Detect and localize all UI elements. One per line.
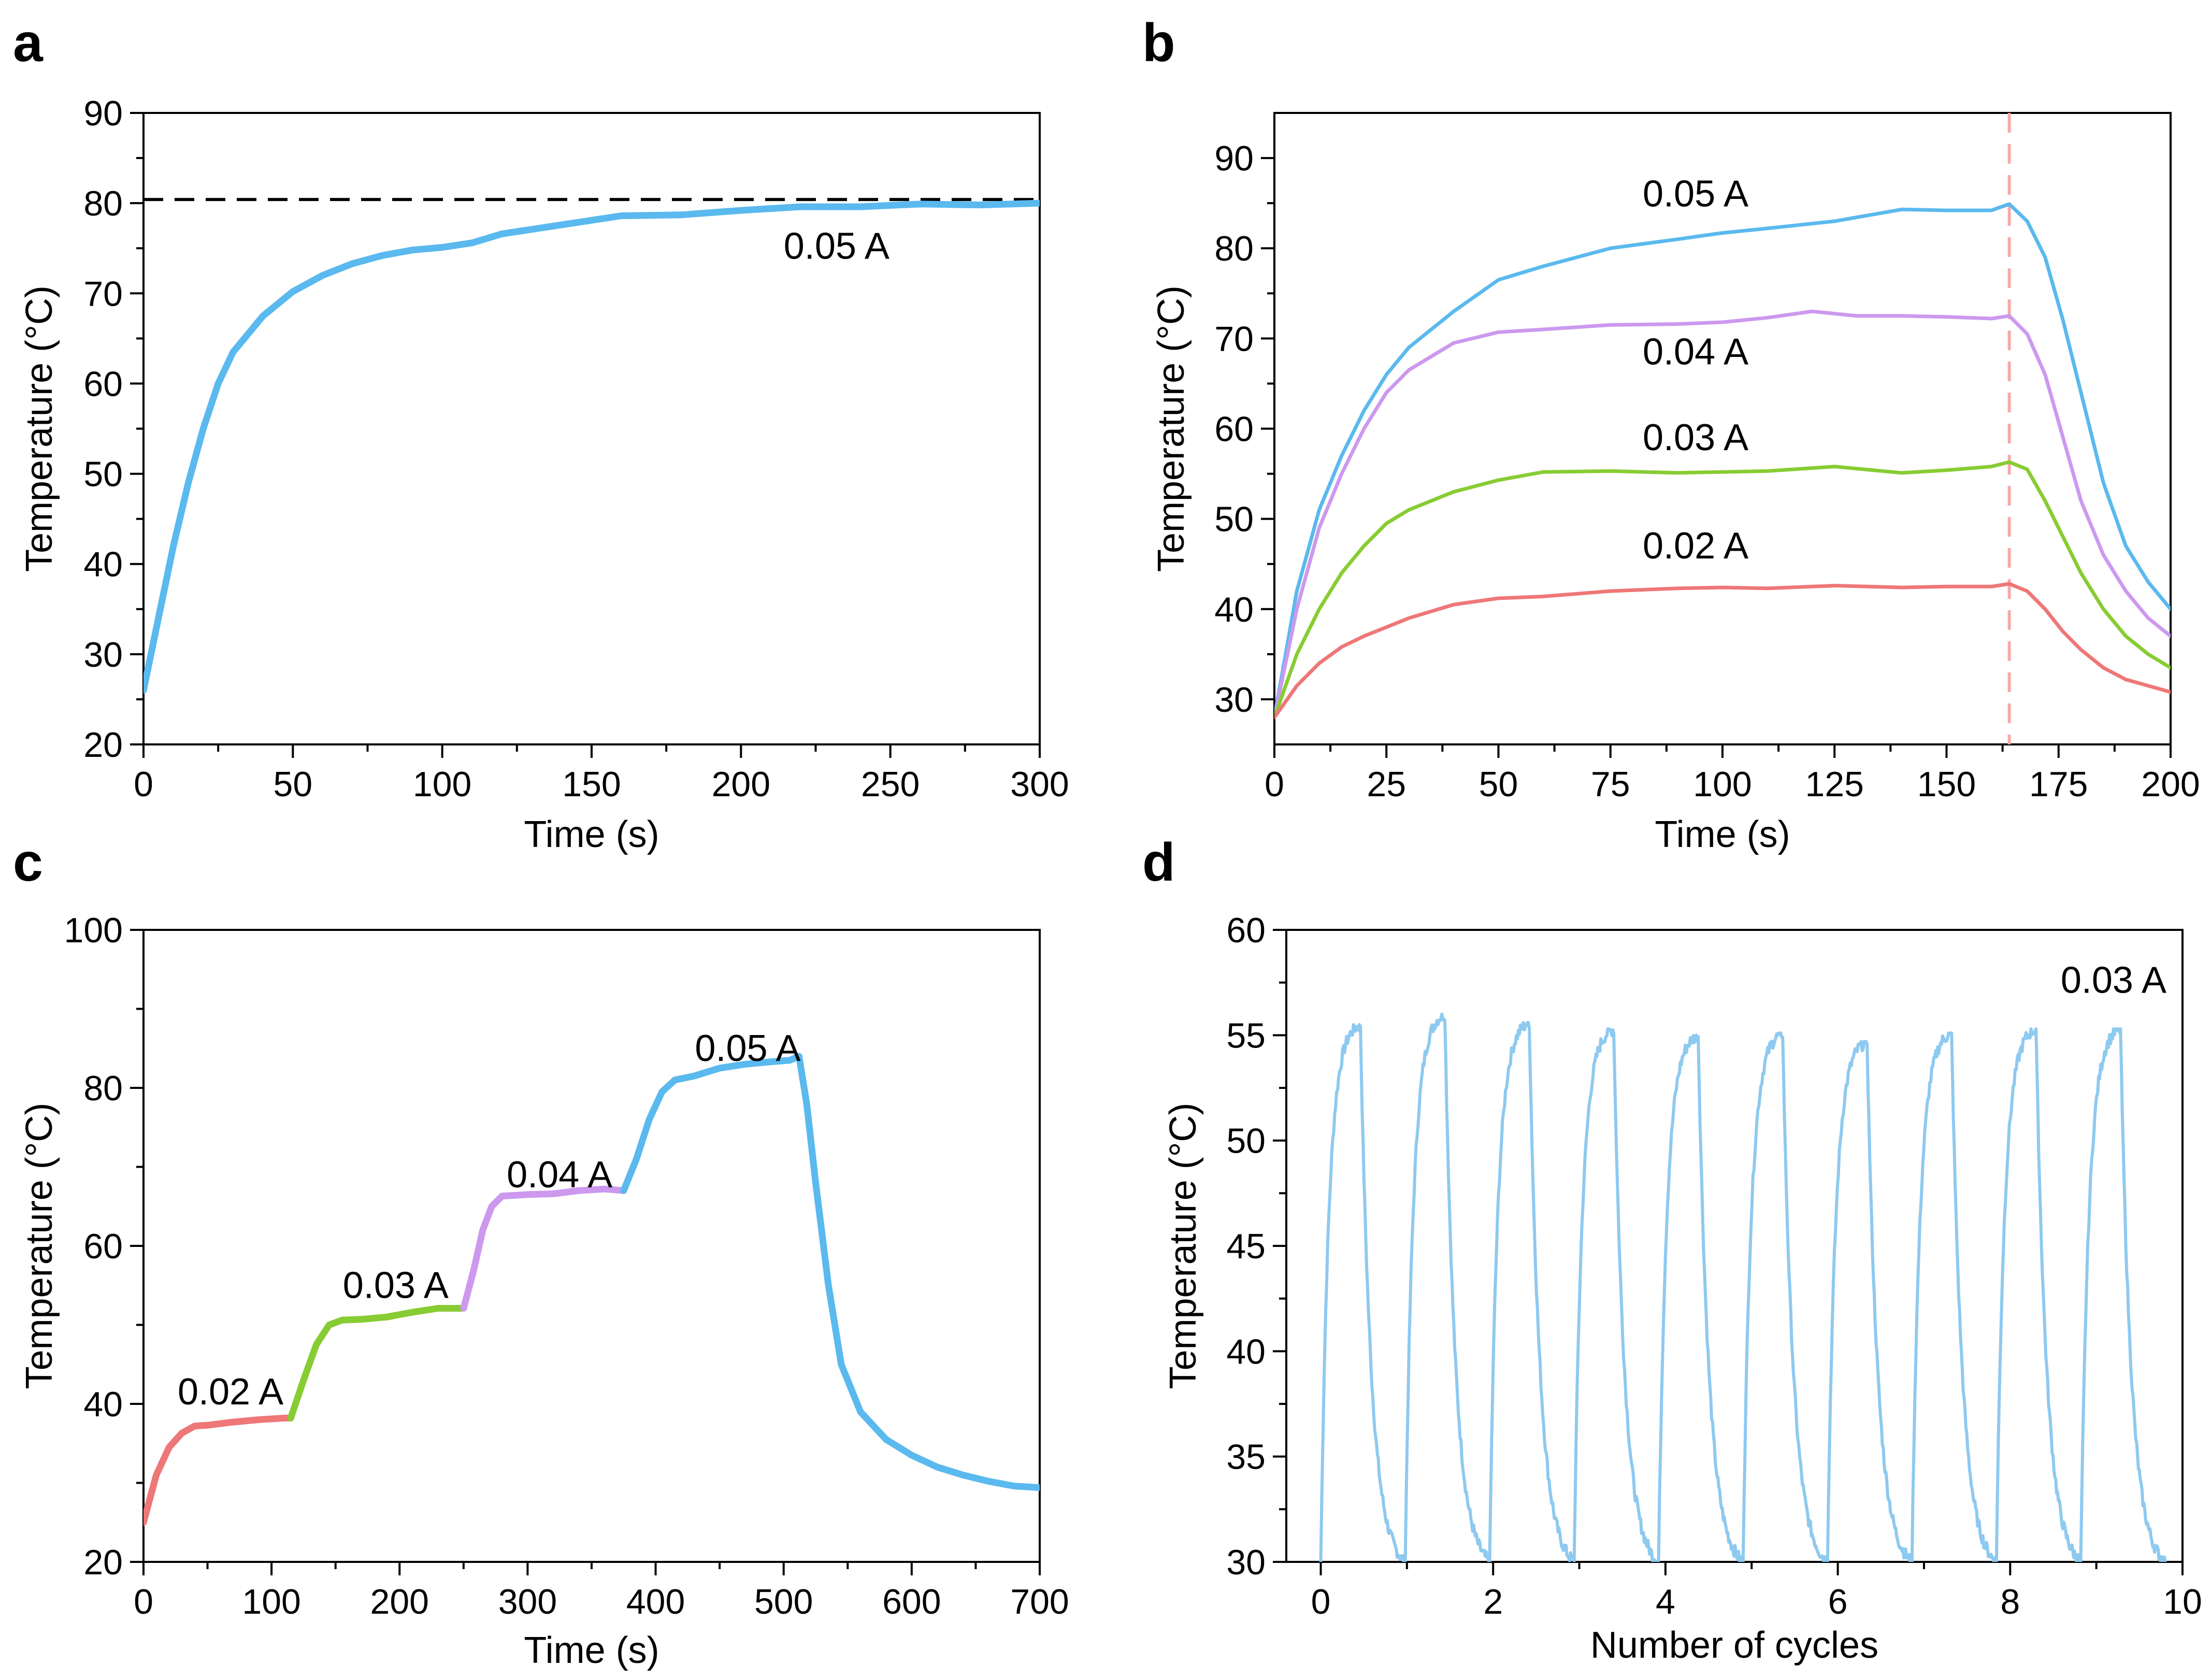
y-tick-label: 90 bbox=[1214, 139, 1254, 178]
y-tick-label: 30 bbox=[1214, 680, 1254, 720]
x-tick-label: 200 bbox=[2141, 765, 2200, 804]
y-tick-label: 40 bbox=[1226, 1332, 1266, 1371]
annotation-label: 0.02 A bbox=[1643, 525, 1748, 567]
y-tick-label: 50 bbox=[1226, 1122, 1266, 1161]
x-tick-label: 150 bbox=[1917, 765, 1976, 804]
x-tick-label: 25 bbox=[1367, 765, 1406, 804]
x-tick-label: 250 bbox=[861, 765, 920, 804]
y-tick-label: 50 bbox=[1214, 500, 1254, 539]
x-tick-label: 0 bbox=[1265, 765, 1284, 804]
series-line-0-02-A bbox=[1274, 582, 2171, 720]
annotation-label: 0.05 A bbox=[1643, 174, 1748, 215]
y-axis-label: Temperature (°C) bbox=[19, 285, 60, 572]
series-line-0-05-A bbox=[143, 199, 1040, 694]
y-tick-label: 20 bbox=[83, 725, 123, 765]
annotation-label: 0.05 A bbox=[695, 1028, 800, 1069]
y-tick-label: 20 bbox=[83, 1543, 123, 1582]
y-tick-label: 40 bbox=[1214, 590, 1254, 629]
y-tick-label: 45 bbox=[1226, 1227, 1266, 1266]
y-tick-label: 30 bbox=[1226, 1543, 1266, 1582]
panel-letter-a: a bbox=[13, 13, 44, 73]
chart-panel-a: 0 50 100 150 200 250 300 20 30 40 50 60 70 80 90 Time (… bbox=[19, 94, 1069, 855]
y-tick-label: 80 bbox=[83, 184, 123, 223]
annotation-label: 0.03 A bbox=[1643, 417, 1748, 458]
x-tick-label: 75 bbox=[1591, 765, 1630, 804]
y-tick-label: 30 bbox=[83, 635, 123, 674]
y-tick-label: 70 bbox=[1214, 319, 1254, 358]
plot-frame bbox=[1285, 929, 2184, 1563]
y-tick-label: 40 bbox=[83, 545, 123, 584]
chart-panel-d: 0 2 4 6 8 10 30 35 40 45 50 55 60 Number of cycles Tem… bbox=[1162, 911, 2202, 1666]
series-line-0-05-A bbox=[620, 1053, 1040, 1491]
series-line-0-03-A bbox=[1274, 460, 2171, 720]
y-tick-label: 90 bbox=[83, 94, 123, 133]
series-line-0-04-A bbox=[1274, 309, 2171, 720]
y-tick-label: 60 bbox=[1226, 911, 1266, 950]
x-tick-label: 500 bbox=[754, 1582, 813, 1621]
x-tick-label: 700 bbox=[1010, 1582, 1069, 1621]
y-tick-label: 60 bbox=[83, 364, 123, 404]
chart-panel-c: 0 100 200 300 400 500 600 700 20 40 60 80 100 Time (s… bbox=[19, 911, 1069, 1671]
x-tick-label: 50 bbox=[274, 765, 313, 804]
annotation-label: 0.04 A bbox=[507, 1154, 612, 1196]
series-line-0-03-A bbox=[287, 1305, 467, 1421]
y-tick-label: 35 bbox=[1226, 1438, 1266, 1477]
x-tick-label: 2 bbox=[1483, 1582, 1503, 1621]
x-axis-label: Time (s) bbox=[524, 814, 659, 855]
x-tick-label: 50 bbox=[1479, 765, 1518, 804]
x-tick-label: 100 bbox=[1693, 765, 1751, 804]
y-axis-label: Temperature (°C) bbox=[1151, 285, 1192, 572]
chart-panel-b: 0 25 50 75 100 125 150 175 200 30 40 50 60 70 80 90 Time… bbox=[1151, 112, 2200, 855]
plot-frame bbox=[142, 929, 1041, 1563]
x-tick-label: 6 bbox=[1828, 1582, 1848, 1621]
y-tick-label: 40 bbox=[83, 1385, 123, 1424]
y-tick-label: 50 bbox=[83, 455, 123, 494]
series-line-0-05-A bbox=[1274, 202, 2171, 720]
panel-letter-d: d bbox=[1142, 832, 1175, 893]
y-tick-label: 60 bbox=[83, 1227, 123, 1266]
x-tick-label: 0 bbox=[134, 765, 153, 804]
panel-letter-b: b bbox=[1142, 13, 1175, 73]
x-tick-label: 4 bbox=[1656, 1582, 1675, 1621]
x-tick-label: 8 bbox=[2000, 1582, 2020, 1621]
y-tick-label: 60 bbox=[1214, 410, 1254, 449]
x-axis-label: Number of cycles bbox=[1590, 1625, 1878, 1666]
y-tick-label: 80 bbox=[83, 1069, 123, 1108]
y-tick-label: 80 bbox=[1214, 229, 1254, 268]
x-tick-label: 0 bbox=[134, 1582, 153, 1621]
annotation-label: 0.04 A bbox=[1643, 331, 1748, 372]
y-tick-label: 70 bbox=[83, 274, 123, 313]
x-tick-label: 300 bbox=[1010, 765, 1069, 804]
series-line-0-04-A bbox=[460, 1185, 627, 1312]
x-axis-label: Time (s) bbox=[1655, 814, 1790, 855]
x-tick-label: 600 bbox=[882, 1582, 941, 1621]
x-tick-label: 100 bbox=[413, 765, 471, 804]
x-tick-label: 200 bbox=[712, 765, 770, 804]
x-tick-label: 0 bbox=[1311, 1582, 1331, 1621]
annotation-label: 0.02 A bbox=[178, 1371, 283, 1413]
x-tick-label: 100 bbox=[242, 1582, 300, 1621]
x-tick-label: 200 bbox=[370, 1582, 429, 1621]
series-line-0-03-A bbox=[1319, 1012, 2167, 1562]
x-tick-label: 10 bbox=[2163, 1582, 2202, 1621]
panel-letter-c: c bbox=[13, 832, 43, 893]
x-tick-label: 125 bbox=[1805, 765, 1864, 804]
x-tick-label: 300 bbox=[498, 1582, 557, 1621]
y-axis-label: Temperature (°C) bbox=[19, 1103, 60, 1389]
annotation-label: 0.03 A bbox=[343, 1265, 449, 1306]
x-tick-label: 175 bbox=[2029, 765, 2088, 804]
x-tick-label: 400 bbox=[626, 1582, 685, 1621]
y-axis-label: Temperature (°C) bbox=[1162, 1103, 1204, 1389]
x-axis-label: Time (s) bbox=[524, 1630, 659, 1671]
series-line-0-02-A bbox=[143, 1414, 294, 1526]
x-tick-label: 150 bbox=[562, 765, 621, 804]
y-tick-label: 100 bbox=[64, 911, 123, 950]
annotation-label: 0.05 A bbox=[784, 226, 889, 267]
y-tick-label: 55 bbox=[1226, 1016, 1266, 1055]
annotation-label: 0.03 A bbox=[2061, 960, 2166, 1001]
